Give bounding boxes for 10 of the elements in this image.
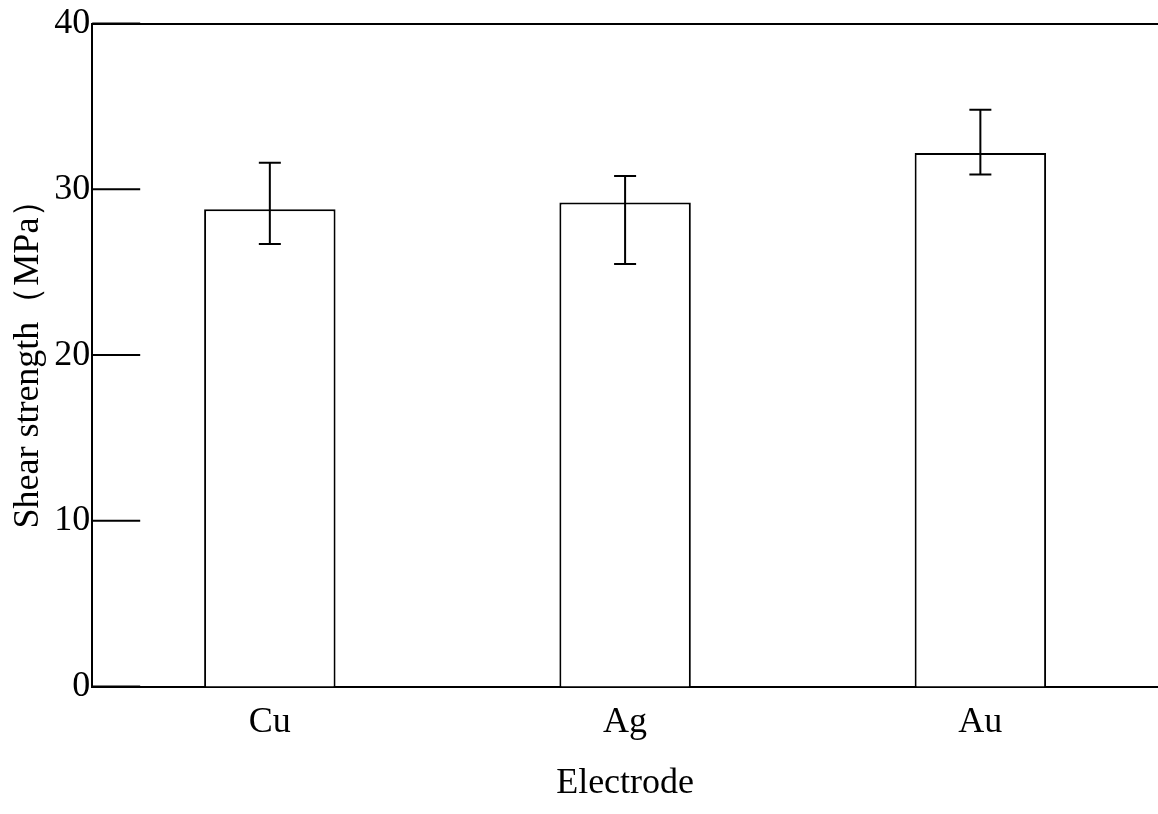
y-tick-label: 20 (54, 332, 91, 373)
y-axis-title: Shear strength（MPa） (6, 181, 47, 529)
y-tick-label: 40 (54, 1, 91, 42)
y-tick-label: 0 (72, 664, 91, 705)
y-tick-label: 10 (54, 498, 91, 539)
x-tick-label: Ag (603, 699, 648, 740)
x-tick-label: Cu (248, 699, 291, 740)
x-tick-label: Au (958, 699, 1003, 740)
y-tick-label: 30 (54, 166, 91, 207)
x-axis-title: Electrode (556, 760, 695, 801)
